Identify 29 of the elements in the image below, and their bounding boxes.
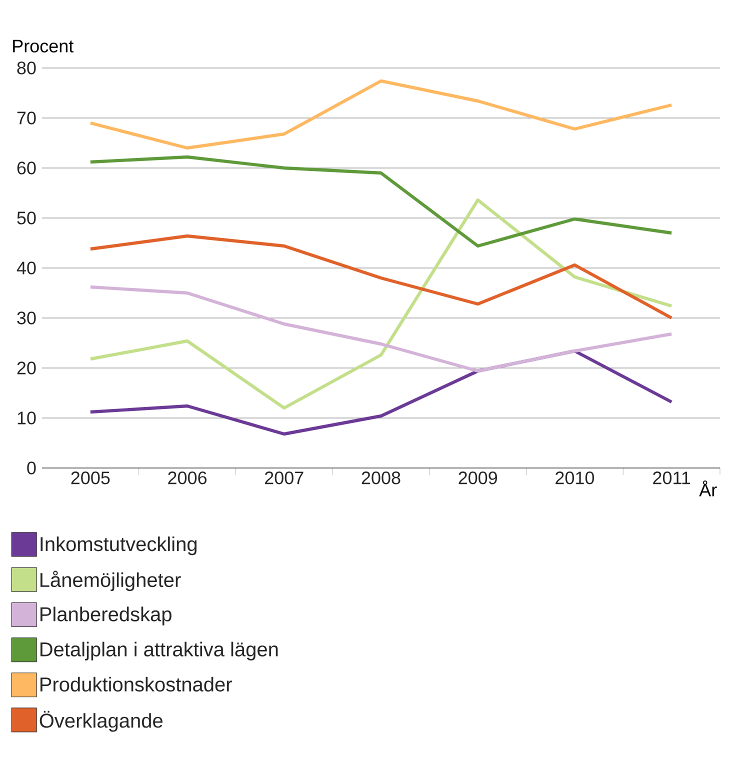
y-tick-label: 80 (17, 62, 36, 74)
y-tick-label: 40 (16, 262, 36, 274)
y-tick-label: 20 (17, 362, 36, 374)
x-tick-label: 2010 (556, 472, 594, 484)
y-axis-title: Procent (13, 40, 74, 52)
legend-label: Produktionskostnader (40, 676, 232, 692)
y-tick-label: 10 (18, 412, 36, 424)
legend-label: Planberedskap (40, 606, 172, 626)
y-tick-label: 30 (17, 312, 36, 324)
x-tick-label: 2007 (265, 472, 304, 484)
legend-label: Överklagande (40, 710, 162, 732)
y-tick-label: 70 (17, 112, 36, 124)
x-tick-label: 2011 (653, 472, 690, 484)
line-series (88, 198, 674, 410)
line-series (88, 285, 674, 373)
x-tick-label: 2006 (168, 472, 207, 484)
x-tick-label: 2008 (362, 472, 400, 484)
y-tick-label: 60 (17, 162, 36, 174)
x-tick-label: 2009 (458, 472, 498, 484)
y-tick-label: 50 (17, 212, 36, 224)
line-series (88, 79, 674, 150)
y-tick-label: 0 (27, 462, 36, 474)
legend-label: Inkomstutveckling (40, 536, 197, 556)
x-tick-label: 2005 (71, 472, 110, 484)
legend-label: Detaljplan i attraktiva lägen (40, 642, 278, 660)
legend-label: Lånemöjligheter (40, 570, 181, 592)
x-axis-title: År (699, 480, 717, 496)
line-series (88, 155, 674, 248)
line-series (88, 234, 674, 320)
